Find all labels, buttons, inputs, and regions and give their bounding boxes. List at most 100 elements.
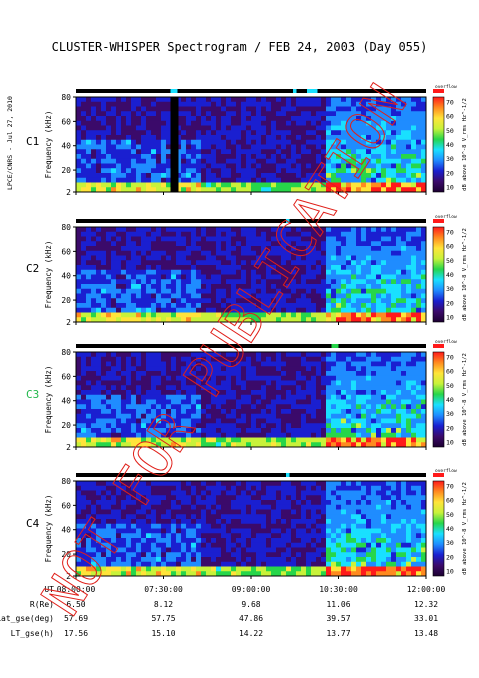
- spectrogram-cell: [341, 177, 347, 183]
- spectrogram-cell: [301, 236, 307, 242]
- spectrogram-cell: [406, 418, 412, 424]
- spectrogram-cell: [136, 523, 142, 529]
- spectrogram-cell: [276, 356, 282, 362]
- spectrogram-cell: [81, 260, 87, 266]
- spectrogram-cell: [286, 390, 292, 396]
- spectrogram-cell: [386, 168, 392, 174]
- spectrogram-cell: [301, 255, 307, 261]
- spectrogram-cell: [86, 495, 92, 501]
- spectrogram-cell: [351, 390, 357, 396]
- spectrogram-cell: [186, 116, 192, 122]
- spectrogram-cell: [186, 413, 192, 419]
- spectrogram-cell: [86, 437, 92, 443]
- spectrogram-cell: [226, 250, 232, 256]
- spectrogram-cell: [241, 260, 247, 266]
- spectrogram-cell: [291, 428, 297, 434]
- spectrogram-cell: [251, 371, 257, 377]
- spectrogram-cell: [216, 241, 222, 247]
- spectrogram-cell: [236, 557, 242, 563]
- spectrogram-cell: [76, 409, 82, 415]
- spectrogram-cell: [151, 538, 157, 544]
- spectrogram-cell: [121, 182, 127, 188]
- spectrogram-cell: [231, 394, 237, 400]
- spectrogram-cell: [256, 437, 262, 443]
- spectrogram-cell: [186, 566, 192, 572]
- spectrogram-cell: [341, 317, 347, 323]
- colorbar-tick-label: 70: [446, 354, 454, 362]
- spectrogram-cell: [411, 423, 417, 429]
- spectrogram-cell: [241, 106, 247, 112]
- spectrogram-cell: [191, 303, 197, 309]
- spectrogram-cell: [221, 116, 227, 122]
- spectrogram-cell: [86, 182, 92, 188]
- spectrogram-cell: [421, 366, 427, 372]
- spectrogram-cell: [141, 187, 147, 193]
- spectrogram-cell: [91, 317, 97, 323]
- spectrogram-cell: [316, 116, 322, 122]
- spectrogram-cell: [371, 173, 377, 179]
- spectrogram-cell: [271, 187, 277, 193]
- spectrogram-cell: [256, 106, 262, 112]
- spectrogram-cell: [406, 293, 412, 299]
- spectrogram-cell: [401, 437, 407, 443]
- spectrogram-cell: [256, 361, 262, 367]
- spectrogram-cell: [291, 404, 297, 410]
- spectrogram-cell: [251, 307, 257, 313]
- spacecraft-label: C1: [26, 135, 39, 148]
- spectrogram-cell: [171, 284, 177, 290]
- spectrogram-cell: [416, 317, 422, 323]
- spectrogram-cell: [411, 236, 417, 242]
- spectrogram-cell: [106, 130, 112, 136]
- spectrogram-cell: [196, 366, 202, 372]
- spectrogram-cell: [156, 303, 162, 309]
- spectrogram-cell: [201, 250, 207, 256]
- spectrogram-cell: [146, 481, 152, 487]
- spectrogram-cell: [261, 97, 267, 103]
- spectrogram-cell: [356, 227, 362, 233]
- spectrogram-cell: [111, 399, 117, 405]
- spectrogram-cell: [201, 154, 207, 160]
- spectrogram-cell: [196, 528, 202, 534]
- spectrogram-cell: [271, 246, 277, 252]
- spectrogram-cell: [351, 187, 357, 193]
- spectrogram-cell: [341, 187, 347, 193]
- spectrogram-cell: [111, 352, 117, 358]
- spectrogram-cell: [161, 413, 167, 419]
- spectrogram-cell: [306, 139, 312, 145]
- spectrogram-cell: [421, 274, 427, 280]
- spectrogram-cell: [251, 135, 257, 141]
- spectrogram-cell: [196, 298, 202, 304]
- spectrogram-cell: [401, 241, 407, 247]
- spectrogram-cell: [266, 356, 272, 362]
- spectrogram-cell: [381, 356, 387, 362]
- spectrogram-cell: [246, 154, 252, 160]
- spectrogram-cell: [346, 366, 352, 372]
- spectrogram-cell: [216, 284, 222, 290]
- spectrogram-cell: [161, 307, 167, 313]
- spectrogram-cell: [381, 236, 387, 242]
- spectrogram-cell: [146, 106, 152, 112]
- spectrogram-cell: [296, 423, 302, 429]
- spectrogram-cell: [306, 231, 312, 237]
- spectrogram-cell: [221, 106, 227, 112]
- spectrogram-cell: [341, 168, 347, 174]
- spectrogram-cell: [311, 371, 317, 377]
- spectrogram-cell: [166, 490, 172, 496]
- spectrogram-cell: [391, 428, 397, 434]
- spectrogram-cell: [191, 519, 197, 525]
- spectrogram-cell: [131, 566, 137, 572]
- spectrogram-cell: [131, 298, 137, 304]
- spectrogram-cell: [181, 500, 187, 506]
- spectrogram-cell: [91, 390, 97, 396]
- spectrogram-cell: [401, 303, 407, 309]
- spectrogram-cell: [166, 173, 172, 179]
- spectrogram-cell: [306, 173, 312, 179]
- spectrogram-cell: [131, 490, 137, 496]
- spectrogram-cell: [161, 547, 167, 553]
- spectrogram-cell: [151, 481, 157, 487]
- spectrogram-cell: [106, 399, 112, 405]
- spectrogram-cell: [216, 566, 222, 572]
- spectrogram-cell: [91, 561, 97, 567]
- spectrogram-cell: [91, 187, 97, 193]
- spectrogram-cell: [316, 390, 322, 396]
